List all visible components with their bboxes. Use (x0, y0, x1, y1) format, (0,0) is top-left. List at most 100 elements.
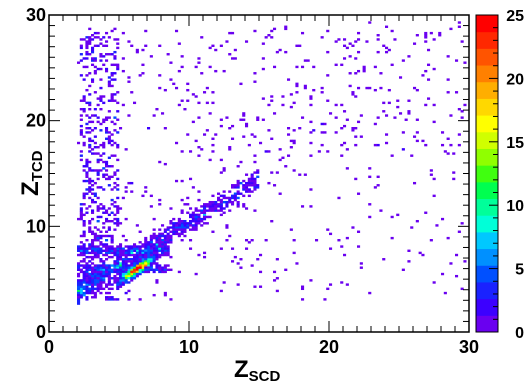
heatmap-cell (91, 179, 95, 183)
heatmap-cell (373, 122, 377, 126)
heatmap-cell (267, 103, 271, 107)
heatmap-cell (261, 57, 265, 60)
heatmap-cell (93, 266, 97, 269)
colorbar-segment (476, 315, 498, 333)
heatmap-cell (138, 266, 142, 269)
heatmap-cell (424, 36, 428, 39)
heatmap-cell (105, 209, 109, 212)
heatmap-cell (163, 241, 167, 244)
heatmap-cell (152, 234, 156, 238)
heatmap-cell (197, 209, 201, 212)
heatmap-cell (105, 40, 109, 43)
heatmap-cell (93, 287, 97, 291)
heatmap-cell (217, 196, 221, 200)
heatmap-cell (85, 127, 89, 130)
heatmap-cell (99, 272, 103, 276)
heatmap-cell (407, 55, 411, 58)
heatmap-cell (138, 255, 142, 259)
heatmap-cell (177, 232, 181, 236)
heatmap-cell (113, 122, 117, 126)
heatmap-cell (138, 249, 142, 252)
heatmap-cell (79, 279, 83, 282)
heatmap-cell (93, 234, 97, 238)
heatmap-cell (245, 239, 249, 242)
heatmap-cell (99, 215, 103, 219)
heatmap-cell (180, 228, 184, 231)
heatmap-cell (116, 277, 120, 280)
heatmap-cell (166, 251, 170, 255)
heatmap-cell (225, 40, 229, 43)
heatmap-cell (88, 101, 92, 105)
heatmap-cell (79, 107, 83, 111)
heatmap-cell (158, 74, 162, 77)
heatmap-cell (138, 260, 142, 263)
heatmap-cell (85, 296, 89, 299)
heatmap-cell (99, 283, 103, 286)
heatmap-cell (270, 171, 274, 174)
heatmap-cell (177, 224, 181, 227)
heatmap-cell (93, 232, 97, 236)
heatmap-cell (133, 258, 137, 261)
heatmap-cell (149, 268, 153, 272)
heatmap-cell (96, 245, 100, 248)
heatmap-cell (127, 270, 131, 274)
heatmap-cell (245, 188, 249, 191)
heatmap-cell (183, 234, 187, 238)
heatmap-cell (289, 146, 293, 149)
x-tick-label: 30 (459, 337, 479, 357)
heatmap-cell (309, 205, 313, 208)
heatmap-cell (88, 196, 92, 200)
heatmap-cell (102, 101, 106, 105)
heatmap-cell (147, 249, 151, 252)
heatmap-cell (357, 31, 361, 35)
heatmap-cell (418, 251, 422, 255)
heatmap-cell (96, 97, 100, 100)
heatmap-cell (102, 260, 106, 263)
heatmap-cell (88, 42, 92, 45)
heatmap-cell (163, 234, 167, 238)
heatmap-cell (79, 251, 83, 255)
heatmap-cell (110, 277, 114, 280)
heatmap-cell (208, 207, 212, 210)
heatmap-cell (149, 253, 153, 257)
heatmap-cell (415, 118, 419, 121)
heatmap-cell (91, 262, 95, 265)
heatmap-cell (166, 236, 170, 240)
heatmap-cell (186, 211, 190, 214)
heatmap-cell (110, 63, 114, 67)
heatmap-cell (446, 152, 450, 155)
heatmap-cell (175, 179, 179, 183)
heatmap-cell (172, 228, 176, 231)
heatmap-cell (113, 116, 117, 119)
heatmap-cell (79, 114, 83, 117)
heatmap-cell (127, 260, 131, 263)
colorbar-segment (476, 31, 498, 49)
heatmap-cell (149, 205, 153, 208)
heatmap-cell (415, 34, 419, 37)
heatmap-cell (233, 192, 237, 195)
heatmap-cell (82, 234, 86, 238)
heatmap-cell (393, 38, 397, 41)
heatmap-cell (161, 239, 165, 242)
heatmap-cell (135, 262, 139, 265)
heatmap-cell (102, 274, 106, 278)
heatmap-cell (270, 219, 274, 223)
heatmap-cell (88, 188, 92, 191)
heatmap-cell (158, 236, 162, 240)
heatmap-cell (105, 268, 109, 272)
heatmap-cell (359, 262, 363, 265)
heatmap-cell (105, 217, 109, 221)
heatmap-cell (135, 264, 139, 267)
heatmap-cell (85, 281, 89, 284)
heatmap-cell (345, 148, 349, 151)
heatmap-cell (189, 150, 193, 153)
heatmap-cell (149, 251, 153, 255)
heatmap-cell (141, 245, 145, 248)
heatmap-cell (82, 251, 86, 255)
heatmap-cell (457, 143, 461, 147)
heatmap-cell (301, 31, 305, 35)
heatmap-cell (91, 230, 95, 233)
heatmap-cell (264, 36, 268, 39)
heatmap-cell (130, 266, 134, 269)
heatmap-cell (102, 205, 106, 208)
